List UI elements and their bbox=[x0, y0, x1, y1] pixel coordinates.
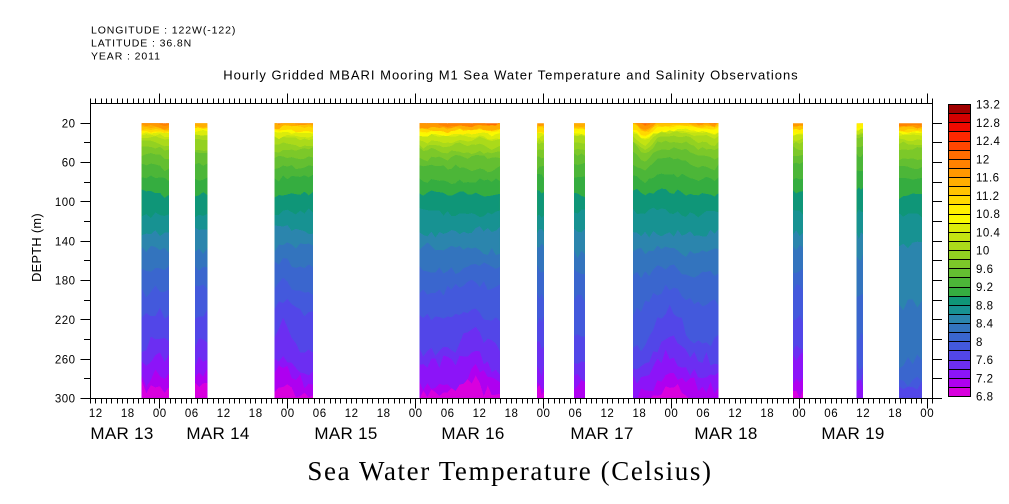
svg-text:300: 300 bbox=[55, 394, 76, 406]
svg-text:7.2: 7.2 bbox=[976, 373, 994, 385]
svg-text:06: 06 bbox=[696, 408, 710, 420]
svg-text:MAR 17: MAR 17 bbox=[570, 424, 633, 443]
svg-text:12.8: 12.8 bbox=[976, 118, 1000, 130]
svg-text:MAR 13: MAR 13 bbox=[90, 424, 153, 443]
svg-text:10: 10 bbox=[976, 246, 990, 258]
svg-text:00: 00 bbox=[537, 408, 551, 420]
svg-text:12: 12 bbox=[728, 408, 742, 420]
svg-text:00: 00 bbox=[409, 408, 423, 420]
svg-text:YEAR : 2011: YEAR : 2011 bbox=[91, 50, 161, 62]
svg-text:12.4: 12.4 bbox=[976, 136, 1000, 148]
svg-text:8: 8 bbox=[976, 337, 983, 349]
svg-text:MAR 16: MAR 16 bbox=[441, 424, 504, 443]
svg-text:260: 260 bbox=[55, 354, 76, 366]
svg-text:00: 00 bbox=[792, 408, 806, 420]
svg-text:06: 06 bbox=[185, 408, 199, 420]
svg-text:11.2: 11.2 bbox=[976, 191, 1000, 203]
svg-text:10.8: 10.8 bbox=[976, 209, 1000, 221]
svg-text:MAR 19: MAR 19 bbox=[821, 424, 884, 443]
svg-text:7.6: 7.6 bbox=[976, 355, 994, 367]
svg-text:00: 00 bbox=[153, 408, 167, 420]
svg-text:Hourly Gridded MBARI Mooring M: Hourly Gridded MBARI Mooring M1 Sea Wate… bbox=[223, 68, 798, 83]
svg-text:12: 12 bbox=[473, 408, 487, 420]
svg-text:9.6: 9.6 bbox=[976, 264, 994, 276]
svg-text:06: 06 bbox=[569, 408, 583, 420]
svg-text:00: 00 bbox=[920, 408, 934, 420]
svg-text:06: 06 bbox=[824, 408, 838, 420]
svg-text:12: 12 bbox=[601, 408, 615, 420]
svg-text:12: 12 bbox=[856, 408, 870, 420]
svg-text:10.4: 10.4 bbox=[976, 227, 1000, 239]
svg-text:LATITUDE : 36.8N: LATITUDE : 36.8N bbox=[91, 37, 192, 49]
svg-text:100: 100 bbox=[55, 197, 76, 209]
svg-text:MAR 18: MAR 18 bbox=[694, 424, 757, 443]
svg-text:18: 18 bbox=[377, 408, 391, 420]
svg-text:00: 00 bbox=[665, 408, 679, 420]
svg-text:60: 60 bbox=[62, 158, 76, 170]
svg-text:8.8: 8.8 bbox=[976, 300, 994, 312]
svg-text:12: 12 bbox=[345, 408, 359, 420]
svg-text:11.6: 11.6 bbox=[976, 173, 1000, 185]
svg-text:180: 180 bbox=[55, 276, 76, 288]
svg-text:12: 12 bbox=[976, 154, 990, 166]
svg-text:13.2: 13.2 bbox=[976, 100, 1000, 112]
svg-text:Sea Water Temperature (Celsius: Sea Water Temperature (Celsius) bbox=[307, 456, 712, 486]
svg-text:20: 20 bbox=[62, 118, 76, 130]
svg-text:9.2: 9.2 bbox=[976, 282, 994, 294]
svg-text:12: 12 bbox=[217, 408, 231, 420]
svg-text:MAR 15: MAR 15 bbox=[314, 424, 377, 443]
svg-text:00: 00 bbox=[281, 408, 295, 420]
svg-text:12: 12 bbox=[89, 408, 103, 420]
svg-text:220: 220 bbox=[55, 315, 76, 327]
svg-text:DEPTH (m): DEPTH (m) bbox=[29, 213, 44, 282]
svg-text:LONGITUDE : 122W(-122): LONGITUDE : 122W(-122) bbox=[91, 25, 236, 37]
svg-text:140: 140 bbox=[55, 236, 76, 248]
svg-text:18: 18 bbox=[633, 408, 647, 420]
svg-text:18: 18 bbox=[760, 408, 774, 420]
svg-text:18: 18 bbox=[505, 408, 519, 420]
svg-text:8.4: 8.4 bbox=[976, 319, 994, 331]
svg-text:06: 06 bbox=[441, 408, 455, 420]
svg-text:06: 06 bbox=[313, 408, 327, 420]
svg-text:MAR 14: MAR 14 bbox=[186, 424, 249, 443]
svg-text:18: 18 bbox=[888, 408, 902, 420]
svg-text:18: 18 bbox=[121, 408, 135, 420]
svg-text:6.8: 6.8 bbox=[976, 392, 994, 404]
svg-text:18: 18 bbox=[249, 408, 263, 420]
